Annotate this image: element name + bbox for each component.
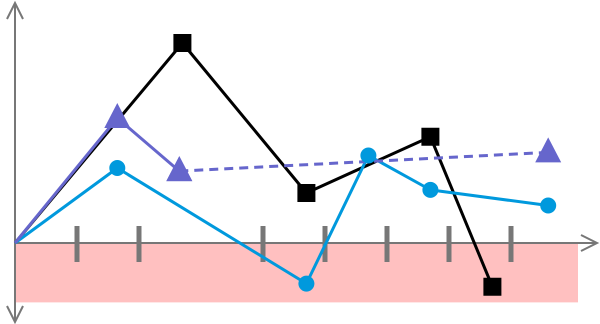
data-point-triangle: [535, 137, 562, 163]
data-point-circle: [298, 275, 315, 292]
data-point-circle: [540, 197, 557, 214]
y-axis-arrow-bottom: [6, 305, 24, 324]
data-point-circle: [422, 181, 439, 198]
series-line-2: [14, 154, 549, 286]
axes: [6, 0, 600, 324]
data-point-square: [297, 184, 316, 202]
data-point-square: [173, 34, 192, 52]
data-point-triangle: [166, 156, 193, 182]
y-axis-arrow-top: [6, 0, 24, 20]
x-ticks: [74, 226, 514, 262]
data-point-circle: [360, 147, 377, 164]
data-point-square: [421, 127, 440, 146]
x-axis-arrow: [580, 234, 600, 252]
data-point-square: [483, 277, 502, 296]
series-markers: [104, 34, 562, 296]
data-point-circle: [109, 160, 126, 176]
data-point-triangle: [104, 103, 131, 128]
